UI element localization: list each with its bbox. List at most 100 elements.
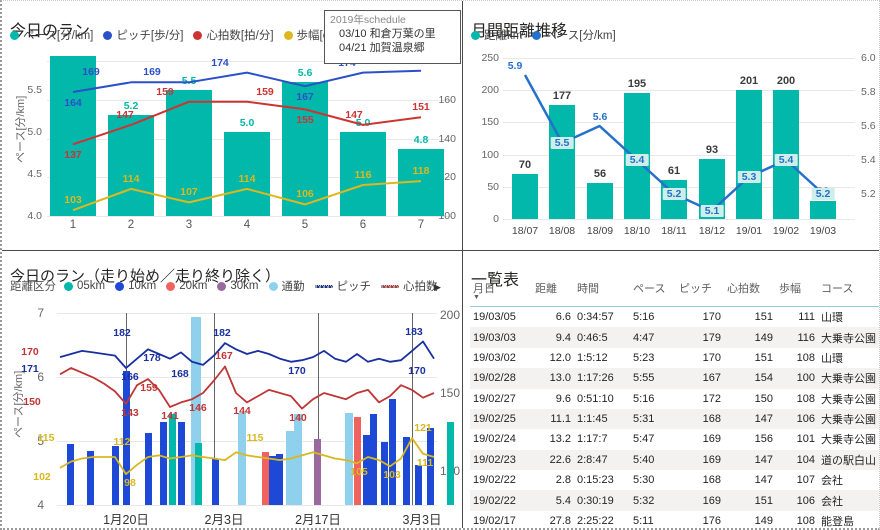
column-header-ピッチ[interactable]: ピッチ [676, 278, 724, 307]
bar-10km[interactable] [145, 433, 152, 505]
legend-item-ペース[分/km][interactable]: ペース[分/km] [532, 27, 616, 43]
column-header-ペース[interactable]: ペース [630, 278, 676, 307]
legend-item-距離km[interactable]: 距離km [471, 27, 522, 43]
gridline [47, 216, 452, 217]
legend-item-05km[interactable]: 05km [64, 280, 105, 292]
bar-10km[interactable] [269, 456, 276, 505]
gridline [57, 313, 437, 314]
gridline [503, 90, 855, 91]
cell-月日: 19/03/02 [473, 351, 516, 364]
x-axis-label: 18/07 [511, 225, 539, 237]
left-axis-tick: 6 [37, 370, 44, 384]
bar-pace-5[interactable] [282, 82, 328, 216]
legend-item-ペース[分/km][interactable]: ペース[分/km] [10, 27, 93, 43]
schedule-textbox[interactable]: 2019年schedule 03/10 和倉万葉の里 04/21 加賀温泉郷 [324, 10, 461, 64]
bar-10km[interactable] [123, 371, 130, 505]
bar-通勤[interactable] [345, 413, 353, 505]
cell-ペース: 5:30 [633, 474, 655, 487]
table-row[interactable]: 19/02/23 22.6 2:8:47 5:40 169 147 104 道の駅白山 [470, 449, 879, 470]
bar-05km[interactable] [447, 422, 454, 505]
sort-descending-icon[interactable]: ▼ [473, 294, 480, 301]
bar-10km[interactable] [112, 446, 119, 505]
table-row[interactable]: 19/02/22 5.4 0:30:19 5:32 169 151 106 会社 [470, 490, 879, 511]
bar-10km[interactable] [87, 451, 94, 505]
bar-pace-1[interactable] [50, 56, 96, 216]
legend-line-icon [381, 284, 399, 288]
legend-item-10km[interactable]: 10km [115, 280, 156, 292]
x-axis-label: 3月3日 [402, 513, 442, 527]
bar-20km[interactable] [354, 417, 361, 505]
legend-item-心拍数[interactable]: 心拍数 [381, 278, 438, 294]
bar-10km[interactable] [276, 454, 283, 505]
column-header-歩幅[interactable]: 歩幅 [776, 278, 818, 307]
column-header-コース[interactable]: コース [818, 278, 879, 307]
cell-歩幅: 100 [776, 368, 818, 389]
bar-distance-19/01[interactable] [736, 90, 762, 219]
bar-通勤[interactable] [294, 414, 302, 505]
column-header-月日[interactable]: 月日 ▼ [470, 278, 532, 307]
bar-10km[interactable] [160, 422, 167, 505]
table-row[interactable]: 19/02/22 2.8 0:15:23 5:30 168 147 107 会社 [470, 470, 879, 490]
cell-ピッチ: 167 [676, 368, 724, 389]
point-label-心拍数[拍/分]: 159 [156, 86, 174, 98]
bar-distance-19/03[interactable] [810, 201, 836, 219]
legend-scroll-arrow-icon[interactable]: ▶ [434, 282, 441, 292]
table-row[interactable]: 19/02/17 27.8 2:25:22 5:11 176 149 108 能登島 [470, 511, 879, 528]
bar-10km[interactable] [381, 442, 388, 505]
bar-distance-18/09[interactable] [587, 183, 613, 219]
left-axis-tick: 4 [37, 498, 44, 512]
gridline [47, 100, 452, 101]
table-row[interactable]: 19/02/27 9.6 0:51:10 5:16 172 150 108 大乗寺公園 [470, 389, 879, 409]
cell-時間: 0:15:23 [577, 474, 614, 487]
bar-10km[interactable] [403, 437, 410, 505]
bar-10km[interactable] [363, 435, 370, 505]
left-axis-tick: 4.0 [27, 210, 42, 222]
legend-item-30km[interactable]: 30km [217, 280, 259, 292]
bar-10km[interactable] [427, 428, 434, 505]
legend-item-通勤[interactable]: 通勤 [268, 278, 305, 294]
bar-通勤[interactable] [191, 317, 201, 505]
column-header-時間[interactable]: 時間 [574, 278, 630, 307]
table-row[interactable]: 19/02/28 13.0 1:17:26 5:55 167 154 100 大乗寺公園 [470, 368, 879, 389]
point-label-心拍数: 143 [121, 407, 139, 419]
legend-item-心拍数[拍/分][interactable]: 心拍数[拍/分] [193, 27, 274, 43]
x-axis-label: 19/01 [735, 225, 763, 237]
legend-label: 20km [179, 280, 208, 292]
table-row[interactable]: 19/03/02 12.0 1:5:12 5:23 170 151 108 山環 [470, 348, 879, 368]
table-row[interactable]: 19/02/24 13.2 1:17:7 5:47 169 156 101 大乗寺公園 [470, 429, 879, 449]
legend-item-20km[interactable]: 20km [166, 280, 207, 292]
bar-20km[interactable] [262, 452, 269, 505]
table-row[interactable]: 19/03/05 6.6 0:34:57 5:16 170 151 111 山環 [470, 307, 879, 328]
bar-30km[interactable] [314, 439, 321, 505]
bar-10km[interactable] [67, 444, 74, 505]
column-header-心拍数[interactable]: 心拍数 [724, 278, 776, 307]
bar-10km[interactable] [370, 414, 377, 505]
cell-ペース: 5:32 [630, 490, 676, 511]
bar-通勤[interactable] [286, 431, 294, 505]
bar-pace-3[interactable] [166, 90, 212, 216]
bar-10km[interactable] [415, 465, 422, 505]
cell-ペース: 5:16 [633, 392, 655, 405]
bar-label: 195 [627, 78, 647, 90]
x-axis-label: 2 [127, 219, 135, 231]
bar-distance-18/07[interactable] [512, 174, 538, 219]
bar-distance-18/08[interactable] [549, 105, 575, 219]
bar-05km[interactable] [169, 414, 176, 505]
legend-item-ピッチ[interactable]: ピッチ [314, 278, 371, 294]
bar-pace-2[interactable] [108, 115, 154, 216]
column-header-距離[interactable]: 距離 [532, 278, 574, 307]
gridline [503, 155, 855, 156]
table-row[interactable]: 19/03/03 9.4 0:46:5 4:47 179 149 116 大乗寺公園 [470, 327, 879, 348]
cell-月日: 19/02/24 [473, 433, 516, 446]
bar-pace-6[interactable] [340, 132, 386, 216]
legend-item-ピッチ[歩/分][interactable]: ピッチ[歩/分] [103, 27, 183, 43]
bar-10km[interactable] [212, 459, 219, 505]
bar-通勤[interactable] [238, 413, 246, 505]
bar-label: 70 [518, 159, 532, 171]
table-row[interactable]: 19/02/25 11.1 1:1:45 5:31 168 147 106 大乗寺公園 [470, 408, 879, 430]
bar-05km[interactable] [195, 443, 202, 505]
point-label-pace: 5.4 [625, 154, 649, 166]
bar-pace-4[interactable] [224, 132, 270, 216]
bar-10km[interactable] [389, 399, 396, 505]
bar-10km[interactable] [178, 422, 185, 505]
